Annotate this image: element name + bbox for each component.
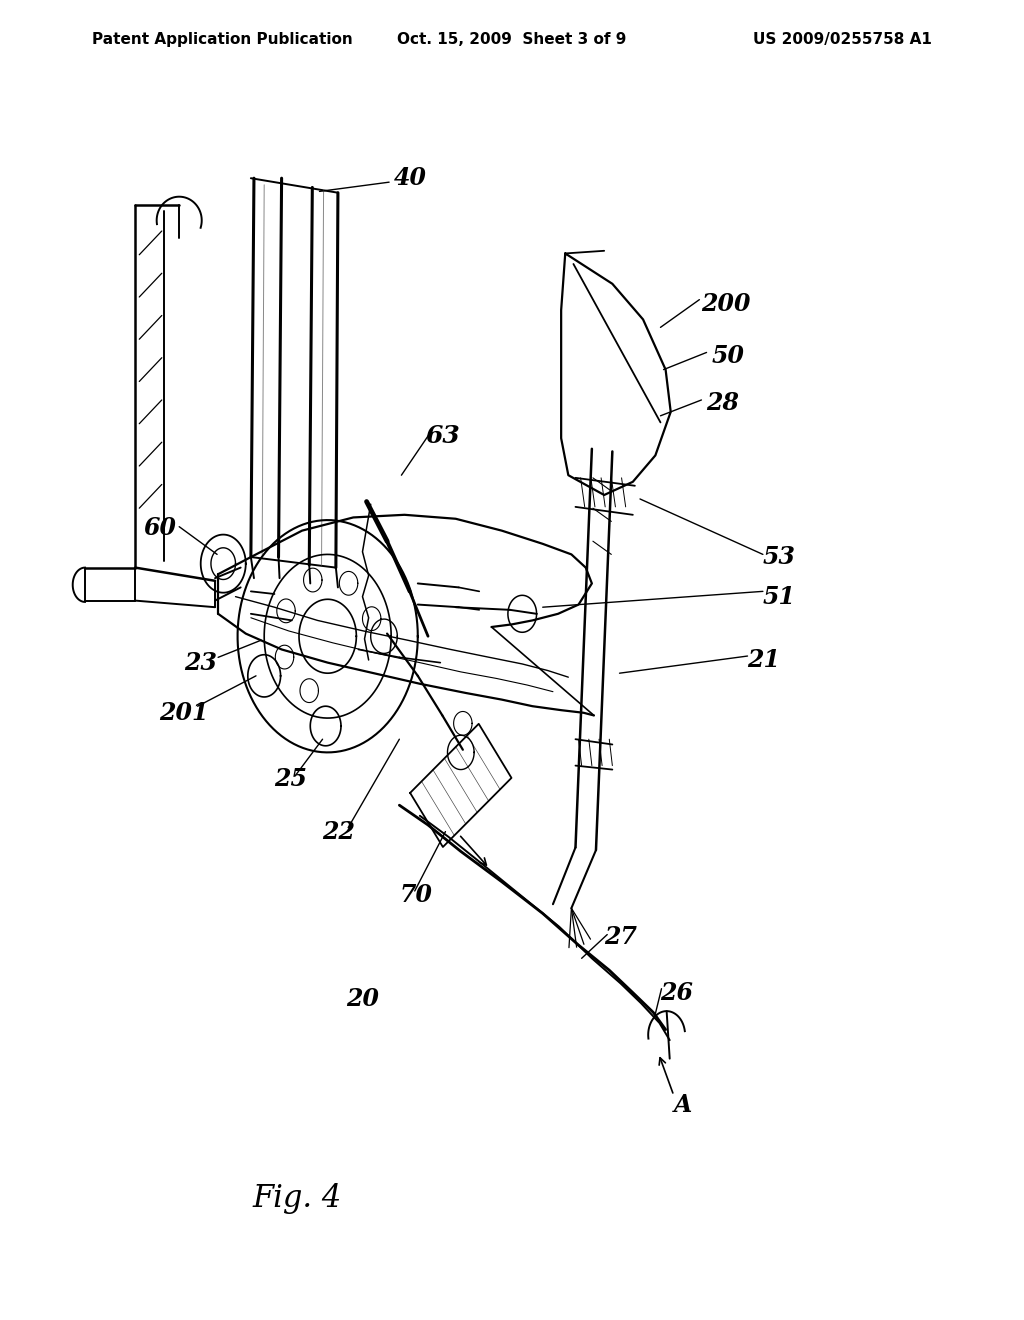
Text: 20: 20 bbox=[346, 987, 379, 1011]
Text: 50: 50 bbox=[712, 345, 744, 368]
Text: 40: 40 bbox=[394, 166, 427, 190]
Text: US 2009/0255758 A1: US 2009/0255758 A1 bbox=[753, 32, 932, 46]
Text: Oct. 15, 2009  Sheet 3 of 9: Oct. 15, 2009 Sheet 3 of 9 bbox=[397, 32, 627, 46]
Text: Fig. 4: Fig. 4 bbox=[252, 1184, 342, 1214]
Text: 53: 53 bbox=[763, 545, 796, 569]
Text: 27: 27 bbox=[604, 925, 637, 949]
Text: 22: 22 bbox=[323, 820, 355, 843]
Text: 26: 26 bbox=[660, 981, 693, 1005]
Text: A: A bbox=[674, 1093, 692, 1117]
Text: 21: 21 bbox=[748, 648, 780, 672]
Text: 60: 60 bbox=[143, 516, 176, 540]
Text: 51: 51 bbox=[763, 585, 796, 609]
Text: 70: 70 bbox=[399, 883, 432, 907]
Text: Patent Application Publication: Patent Application Publication bbox=[92, 32, 353, 46]
Text: 200: 200 bbox=[701, 292, 751, 315]
Text: 25: 25 bbox=[274, 767, 307, 791]
Text: 23: 23 bbox=[184, 651, 217, 675]
Text: 28: 28 bbox=[707, 391, 739, 414]
Text: 63: 63 bbox=[425, 424, 460, 447]
Text: 201: 201 bbox=[159, 701, 208, 725]
